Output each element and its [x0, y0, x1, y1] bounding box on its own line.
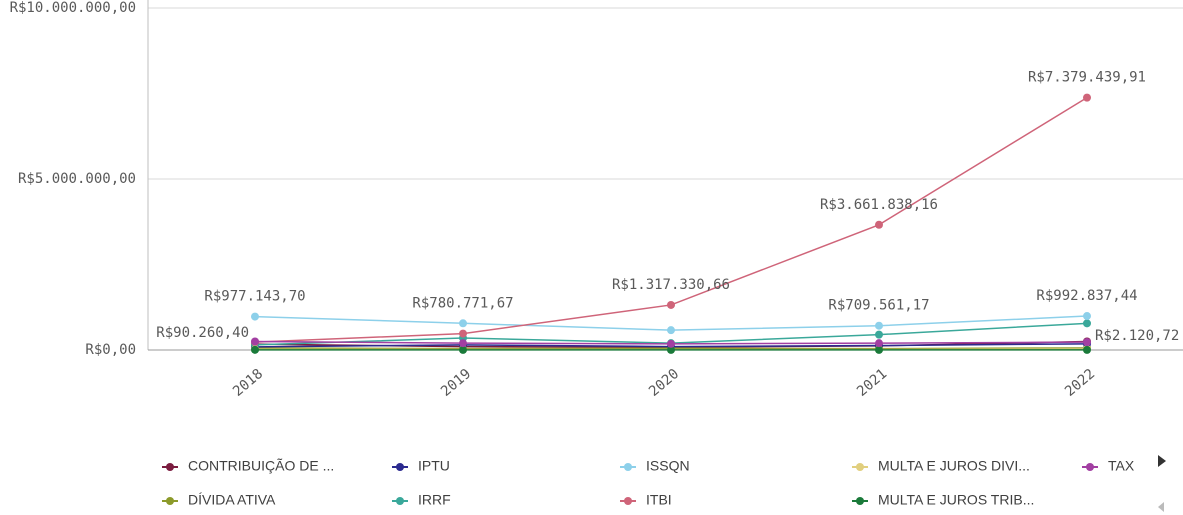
legend-label: DÍVIDA ATIVA	[188, 492, 276, 508]
y-tick-label: R$5.000.000,00	[18, 171, 136, 187]
data-point	[459, 329, 467, 338]
value-label: R$992.837,44	[1036, 288, 1137, 304]
x-tick-label: 2019	[438, 366, 474, 400]
data-point	[251, 312, 259, 321]
legend-prev[interactable]	[1158, 502, 1164, 512]
legend-swatch	[166, 463, 174, 471]
data-point	[251, 337, 259, 346]
value-label: R$3.661.838,16	[820, 197, 938, 213]
data-point	[667, 339, 675, 348]
value-label: R$7.379.439,91	[1028, 70, 1146, 86]
data-point	[459, 345, 467, 354]
y-tick-label: R$10.000.000,00	[10, 0, 136, 16]
data-point	[667, 326, 675, 335]
legend-label: MULTA E JUROS DIVI...	[878, 458, 1030, 474]
legend-swatch	[856, 463, 864, 471]
data-point	[1083, 312, 1091, 321]
x-tick-label: 2018	[230, 366, 266, 400]
data-point	[875, 345, 883, 354]
data-point	[875, 321, 883, 330]
data-point	[875, 339, 883, 348]
data-point	[875, 220, 883, 229]
legend-swatch	[624, 463, 632, 471]
legend-item: TAX	[1082, 458, 1135, 474]
data-point	[459, 319, 467, 328]
legend-label: IPTU	[418, 458, 450, 474]
legend-item: ITBI	[620, 492, 672, 508]
legend-item: CONTRIBUIÇÃO DE ...	[162, 458, 334, 474]
value-label: R$1.317.330,66	[612, 277, 730, 293]
value-label: R$709.561,17	[828, 298, 929, 314]
legend-swatch	[624, 497, 632, 505]
value-label: R$977.143,70	[204, 289, 305, 305]
data-point	[1083, 319, 1091, 328]
x-tick-label: 2021	[854, 366, 890, 400]
legend-label: IRRF	[418, 492, 451, 508]
legend-swatch	[396, 497, 404, 505]
legend-label: TAX	[1108, 458, 1135, 474]
legend-swatch	[166, 497, 174, 505]
y-tick-label: R$0,00	[85, 342, 136, 358]
legend-label: CONTRIBUIÇÃO DE ...	[188, 458, 334, 474]
legend-label: MULTA E JUROS TRIB...	[878, 492, 1034, 508]
data-point	[667, 345, 675, 354]
value-label: R$2.120,72	[1095, 328, 1179, 344]
legend-nav	[1158, 455, 1166, 512]
legend-item: IPTU	[392, 458, 450, 474]
data-point	[1083, 93, 1091, 102]
legend-item: ISSQN	[620, 458, 690, 474]
legend-swatch	[396, 463, 404, 471]
legend-swatch	[856, 497, 864, 505]
legend-next[interactable]	[1158, 455, 1166, 467]
legend-label: ISSQN	[646, 458, 690, 474]
legend-item: MULTA E JUROS TRIB...	[852, 492, 1034, 508]
legend-swatch	[1086, 463, 1094, 471]
legend-item: MULTA E JUROS DIVI...	[852, 458, 1030, 474]
data-point	[1083, 338, 1091, 347]
legend-item: DÍVIDA ATIVA	[162, 492, 276, 508]
x-tick-label: 2020	[646, 366, 682, 400]
data-point	[667, 300, 675, 309]
data-point	[459, 339, 467, 348]
data-point	[1083, 345, 1091, 354]
legend-item: IRRF	[392, 492, 451, 508]
value-label: R$780.771,67	[412, 295, 513, 311]
data-point	[875, 330, 883, 339]
legend-label: ITBI	[646, 492, 672, 508]
data-point	[251, 345, 259, 354]
x-tick-label: 2022	[1062, 366, 1098, 400]
value-label: R$90.260,40	[156, 325, 249, 341]
